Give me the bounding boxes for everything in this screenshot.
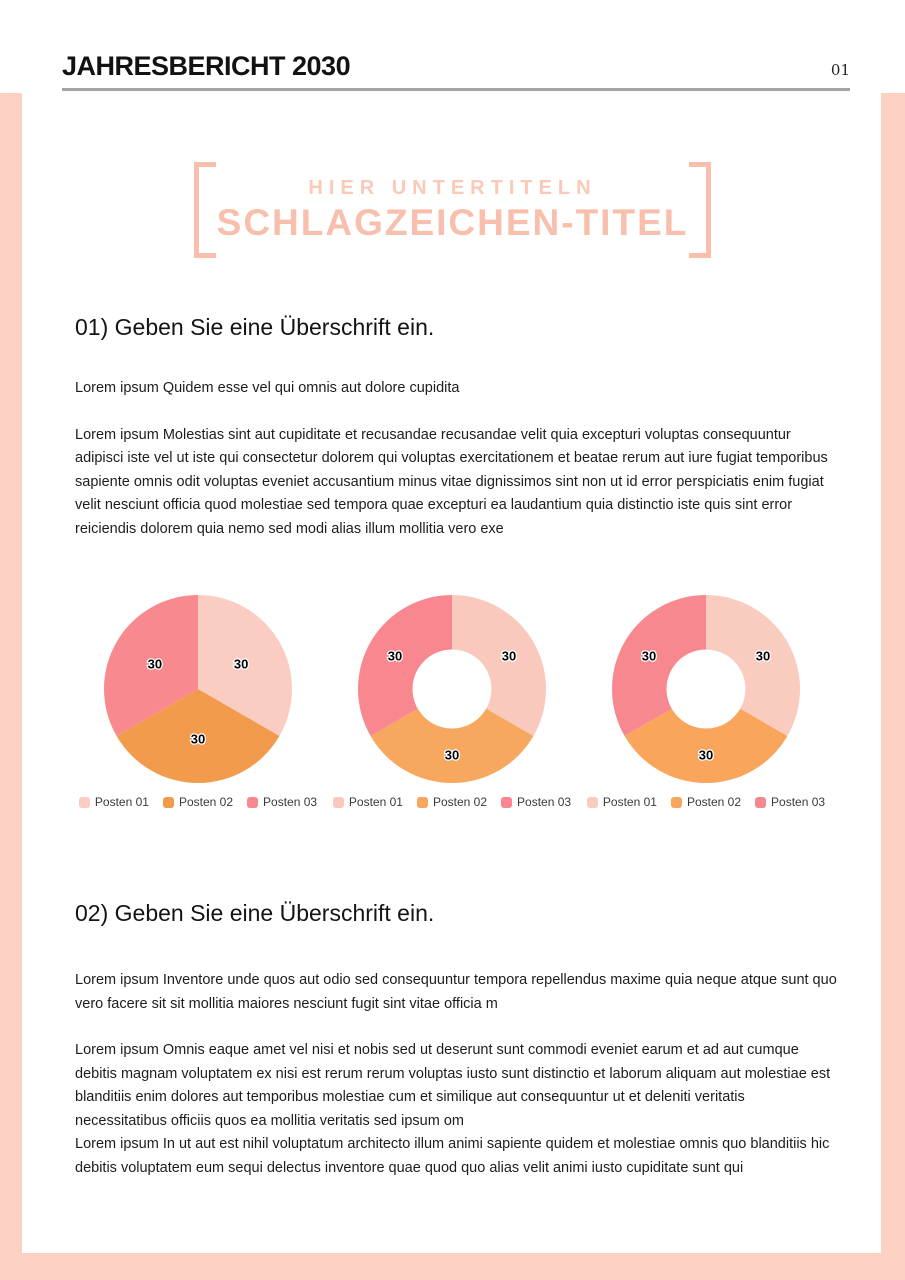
legend-item: Posten 02 <box>416 795 488 809</box>
legend-label: Posten 02 <box>178 795 234 809</box>
chart-slice <box>370 708 534 783</box>
legend-label: Posten 01 <box>94 795 149 809</box>
chart-canvas: 30 30 30 <box>612 595 800 783</box>
legend-item: Posten 02 <box>162 795 234 809</box>
chart-canvas: 30 30 30 <box>104 595 292 783</box>
chart-slice <box>612 595 706 736</box>
legend-label: Posten 03 <box>517 795 572 809</box>
hero-text: HIER UNTERTITELN SCHLAGZEICHEN-TITEL <box>216 177 690 244</box>
legend-swatch-icon <box>332 796 344 808</box>
slice-value-label: 30 <box>756 649 770 664</box>
legend-swatch-icon <box>755 796 767 808</box>
chart-legend: Posten 01 Posten 02 Posten 03 <box>332 795 571 809</box>
legend-label: Posten 01 <box>348 795 403 809</box>
paragraph: Lorem ipsum In ut aut est nihil voluptat… <box>75 1136 830 1176</box>
slice-value-label: 30 <box>388 649 402 664</box>
legend-swatch-icon <box>162 796 174 808</box>
legend-item: Posten 03 <box>247 795 317 809</box>
page-header: JAHRESBERICHT 2030 01 <box>62 51 850 91</box>
slice-value-label: 30 <box>642 649 656 664</box>
slice-value-label: 30 <box>191 731 205 746</box>
report-title: JAHRESBERICHT 2030 <box>62 51 351 81</box>
page-border-bottom <box>0 1253 905 1280</box>
pie-chart-1: 30 30 30 Posten 01 Posten 02 Posten 03 <box>78 592 318 809</box>
chart-slice <box>116 689 280 783</box>
legend-item: Posten 01 <box>78 795 149 809</box>
legend-item: Posten 03 <box>501 795 571 809</box>
section-2-text: Lorem ipsum Inventore unde quos aut odio… <box>75 969 837 1180</box>
legend-label: Posten 02 <box>686 795 742 809</box>
charts-row: 30 30 30 Posten 01 Posten 02 Posten 03 30 30 30… <box>78 592 826 809</box>
chart-slice <box>358 595 452 736</box>
legend-swatch-icon <box>670 796 682 808</box>
chart-slice <box>104 595 198 736</box>
legend-swatch-icon <box>586 796 598 808</box>
slice-value-label: 30 <box>148 657 162 672</box>
hero-title-block: HIER UNTERTITELN SCHLAGZEICHEN-TITEL <box>0 162 905 258</box>
legend-swatch-icon <box>501 796 513 808</box>
chart-canvas: 30 30 30 <box>358 595 546 783</box>
bracket-left-decoration <box>193 162 216 258</box>
slice-value-label: 30 <box>234 657 248 672</box>
hero-title: SCHLAGZEICHEN-TITEL <box>216 201 689 243</box>
legend-item: Posten 02 <box>670 795 742 809</box>
slice-value-label: 30 <box>502 649 516 664</box>
slice-value-label: 30 <box>445 747 459 762</box>
donut-chart-2: 30 30 30 Posten 01 Posten 02 Posten 03 <box>332 592 572 809</box>
legend-swatch-icon <box>78 796 90 808</box>
paragraph: Lorem ipsum Quidem esse vel qui omnis au… <box>75 380 460 396</box>
paragraph: Lorem ipsum Inventore unde quos aut odio… <box>75 972 837 1012</box>
legend-label: Posten 03 <box>263 795 318 809</box>
section-1-heading: 01) Geben Sie eine Überschrift ein. <box>75 314 435 340</box>
page-border-right <box>881 93 905 1280</box>
chart-slice <box>706 595 800 736</box>
donut-chart-3: 30 30 30 Posten 01 Posten 02 Posten 03 <box>586 592 826 809</box>
paragraph: Lorem ipsum Omnis eaque amet vel nisi et… <box>75 1042 831 1129</box>
bracket-right-decoration <box>689 162 712 258</box>
legend-swatch-icon <box>247 796 259 808</box>
chart-slice <box>452 595 546 736</box>
page-border-left <box>0 93 22 1280</box>
legend-item: Posten 01 <box>332 795 403 809</box>
legend-item: Posten 01 <box>586 795 657 809</box>
legend-label: Posten 02 <box>432 795 488 809</box>
chart-legend: Posten 01 Posten 02 Posten 03 <box>586 795 825 809</box>
paragraph: Lorem ipsum Molestias sint aut cupiditat… <box>75 426 828 537</box>
section-1-text: Lorem ipsum Quidem esse vel qui omnis au… <box>75 377 837 541</box>
legend-item: Posten 03 <box>755 795 825 809</box>
legend-swatch-icon <box>416 796 428 808</box>
slice-value-label: 30 <box>699 747 713 762</box>
section-2-heading: 02) Geben Sie eine Überschrift ein. <box>75 900 435 926</box>
chart-slice <box>624 708 788 783</box>
page-number: 01 <box>830 60 850 79</box>
hero-subtitle: HIER UNTERTITELN <box>308 176 597 199</box>
chart-slice <box>198 595 292 736</box>
chart-legend: Posten 01 Posten 02 Posten 03 <box>78 795 317 809</box>
legend-label: Posten 01 <box>602 795 657 809</box>
legend-label: Posten 03 <box>771 795 826 809</box>
